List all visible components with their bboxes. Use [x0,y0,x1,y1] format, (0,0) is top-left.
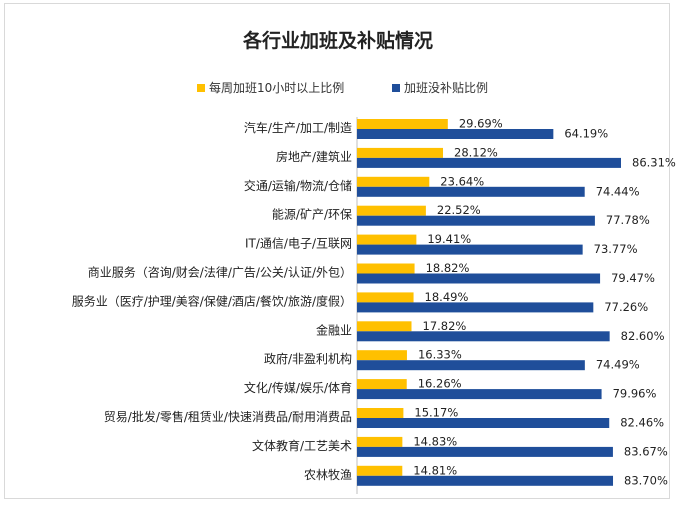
bar-no-subsidy [357,389,602,400]
legend: 每周加班10小时以上比例 加班没补贴比例 [197,80,488,95]
category-label: 文体教育/工艺美术 [252,438,352,453]
bar-no-subsidy [357,186,585,197]
bar-no-subsidy [357,360,585,371]
data-label: 77.26% [604,300,648,314]
bar-no-subsidy [357,215,595,226]
category-label: 贸易/批发/零售/租赁业/快速消费品/耐用消费品 [104,409,352,424]
data-label: 18.49% [425,290,469,304]
data-label: 18.82% [426,261,470,275]
data-label: 22.52% [437,203,481,217]
data-label: 77.78% [606,213,650,227]
bar-overtime-10h [357,379,407,390]
data-label: 86.31% [632,155,676,169]
data-label: 17.82% [423,319,467,333]
data-labels: 29.69% 64.19% 28.12% 86.31% 23.64% 74.44% 22.5… [413,117,676,488]
bar-no-subsidy [357,273,601,284]
data-label: 82.46% [620,416,664,430]
bar-no-subsidy [357,475,614,486]
chart-title: 各行业加班及补贴情况 [242,29,433,52]
bar-no-subsidy [357,418,610,428]
bar-no-subsidy [357,331,610,342]
bar-overtime-10h [357,292,414,303]
bars [357,119,621,486]
data-label: 74.44% [596,184,640,198]
bar-no-subsidy [357,302,594,313]
bar-no-subsidy [357,129,554,139]
bar-overtime-10h [357,321,412,332]
legend-label-series-1: 每周加班10小时以上比例 [209,80,344,95]
chart-frame [4,3,670,499]
category-label: 政府/非盈利机构 [264,351,352,366]
category-label: 能源/矿产/环保 [272,208,352,222]
data-label: 64.19% [564,127,608,141]
bar-overtime-10h [357,147,444,158]
category-label: IT/通信/电子/互联网 [245,237,352,251]
bar-overtime-10h [357,234,417,245]
category-label: 汽车/生产/加工/制造 [244,120,352,135]
data-label: 29.69% [459,117,503,131]
bar-overtime-10h [357,119,448,129]
bar-overtime-10h [357,350,407,361]
legend-swatch-series-1 [197,84,205,92]
category-label: 农林牧渔 [304,468,352,482]
data-label: 83.67% [624,444,668,458]
data-label: 14.83% [413,434,457,448]
data-label: 79.47% [611,271,655,285]
bar-no-subsidy [357,244,583,255]
data-label: 16.26% [418,377,462,391]
data-label: 19.41% [427,232,471,246]
data-label: 82.60% [621,329,665,343]
data-label: 28.12% [454,145,498,159]
category-label: 文化/传媒/娱乐/体育 [244,380,352,395]
data-label: 79.96% [613,387,657,401]
data-label: 23.64% [440,174,484,188]
data-label: 73.77% [594,242,638,256]
legend-swatch-series-2 [392,84,400,92]
category-label: 金融业 [316,322,352,337]
category-label: 商业服务（咨询/财会/法律/广告/公关/认证/外包） [88,265,352,280]
bar-no-subsidy [357,446,613,457]
category-label: 交通/运输/物流/仓储 [244,178,352,193]
legend-label-series-2: 加班没补贴比例 [404,80,488,95]
bar-overtime-10h [357,436,403,447]
data-label: 14.81% [413,463,457,477]
bar-overtime-10h [357,263,415,274]
data-label: 16.33% [418,348,462,362]
bar-overtime-10h [357,205,426,216]
data-label: 74.49% [596,358,640,372]
bar-no-subsidy [357,157,621,168]
category-label: 房地产/建筑业 [276,149,352,164]
data-label: 83.70% [624,473,668,487]
data-label: 15.17% [414,406,458,420]
bar-overtime-10h [357,408,404,418]
category-label: 服务业（医疗/护理/美容/保健/酒店/餐饮/旅游/度假） [72,293,352,308]
bar-overtime-10h [357,176,430,187]
bar-overtime-10h [357,465,403,476]
